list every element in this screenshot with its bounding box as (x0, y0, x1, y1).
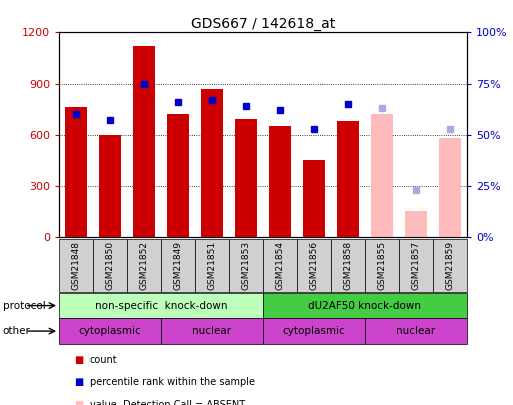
Text: nuclear: nuclear (192, 326, 231, 336)
Text: GSM21854: GSM21854 (275, 241, 284, 290)
Text: GSM21853: GSM21853 (242, 241, 250, 290)
Text: protocol: protocol (3, 301, 45, 311)
Bar (235, 119, 257, 237)
Text: GSM21857: GSM21857 (411, 241, 420, 290)
Bar (93, 239, 127, 292)
Bar (201, 89, 223, 237)
Bar (263, 293, 467, 318)
Text: nuclear: nuclear (396, 326, 436, 336)
Bar (399, 239, 433, 292)
Title: GDS667 / 142618_at: GDS667 / 142618_at (191, 17, 335, 31)
Text: GSM21850: GSM21850 (106, 241, 114, 290)
Bar (59, 239, 93, 292)
Bar (405, 211, 427, 237)
Text: cytoplasmic: cytoplasmic (283, 326, 345, 336)
Bar (337, 121, 359, 237)
Bar (133, 46, 155, 237)
Bar (127, 239, 161, 292)
Bar (365, 239, 399, 292)
Text: non-specific  knock-down: non-specific knock-down (95, 301, 227, 311)
Bar (99, 134, 121, 237)
Text: count: count (90, 355, 117, 365)
Bar (303, 160, 325, 237)
Text: percentile rank within the sample: percentile rank within the sample (90, 377, 255, 387)
Text: value, Detection Call = ABSENT: value, Detection Call = ABSENT (90, 400, 245, 405)
Bar (59, 293, 263, 318)
Text: ■: ■ (74, 355, 84, 365)
Bar (161, 239, 195, 292)
Bar (365, 318, 467, 344)
Text: GSM21855: GSM21855 (378, 241, 386, 290)
Text: GSM21848: GSM21848 (71, 241, 81, 290)
Bar (263, 318, 365, 344)
Bar (269, 126, 291, 237)
Bar (65, 107, 87, 237)
Text: GSM21858: GSM21858 (343, 241, 352, 290)
Text: ■: ■ (74, 400, 84, 405)
Text: other: other (3, 326, 30, 336)
Bar (433, 239, 467, 292)
Text: GSM21856: GSM21856 (309, 241, 319, 290)
Text: dU2AF50 knock-down: dU2AF50 knock-down (308, 301, 421, 311)
Bar (229, 239, 263, 292)
Bar (297, 239, 331, 292)
Text: GSM21852: GSM21852 (140, 241, 148, 290)
Text: ■: ■ (74, 377, 84, 387)
Text: GSM21859: GSM21859 (445, 241, 455, 290)
Bar (371, 114, 393, 237)
Bar (59, 318, 161, 344)
Bar (195, 239, 229, 292)
Bar (331, 239, 365, 292)
Text: cytoplasmic: cytoplasmic (78, 326, 142, 336)
Text: GSM21851: GSM21851 (207, 241, 216, 290)
Bar (439, 138, 461, 237)
Text: GSM21849: GSM21849 (173, 241, 183, 290)
Bar (161, 318, 263, 344)
Bar (167, 114, 189, 237)
Bar (263, 239, 297, 292)
